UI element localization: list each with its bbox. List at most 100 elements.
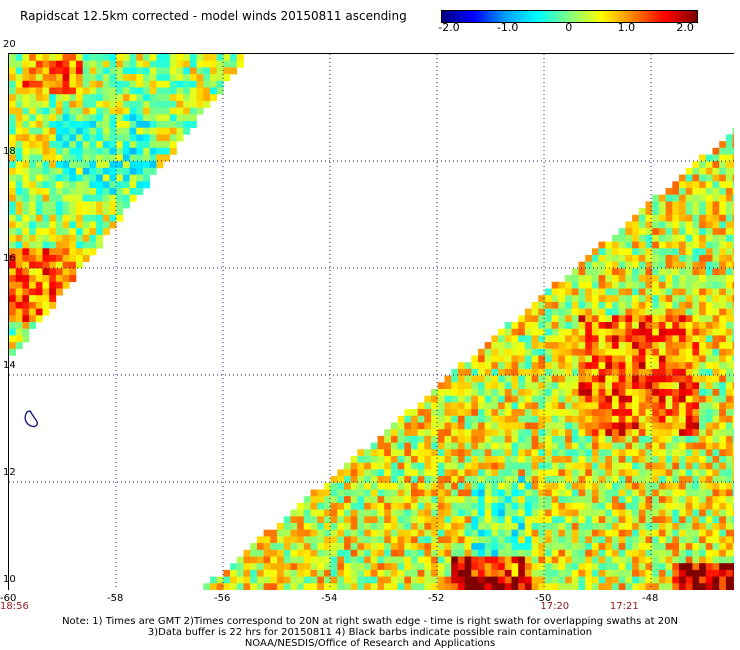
swath-cell	[638, 288, 646, 296]
swath-cell	[478, 429, 485, 437]
swath-cell	[652, 261, 660, 269]
swath-cell	[679, 482, 686, 490]
swath-cell	[397, 523, 405, 530]
swath-cell	[612, 489, 619, 497]
swath-cell	[29, 174, 37, 182]
swath-cell	[203, 60, 211, 68]
swath-cell	[404, 489, 412, 497]
swath-cell	[558, 415, 566, 423]
swath-cell	[719, 174, 727, 182]
swath-cell	[645, 409, 653, 417]
swath-cell	[384, 556, 392, 564]
swath-cell	[625, 402, 633, 410]
swath-cell	[692, 556, 700, 564]
swath-cell	[685, 368, 693, 376]
swath-cell	[692, 208, 700, 216]
swath-cell	[645, 523, 653, 530]
swath-cell	[136, 60, 144, 68]
swath-cell	[116, 100, 124, 108]
swath-cell	[22, 141, 30, 149]
swath-cell	[384, 569, 392, 577]
swath-cell	[699, 221, 707, 229]
note-line-3: NOAA/NESDIS/Office of Research and Appli…	[244, 638, 496, 649]
swath-cell	[638, 295, 646, 303]
swath-cell	[62, 87, 70, 95]
swath-cell	[598, 389, 606, 396]
swath-cell	[102, 174, 110, 182]
swath-cell	[571, 368, 579, 376]
swath-cell	[109, 107, 117, 115]
swath-cell	[531, 342, 539, 350]
swath-cell	[692, 529, 700, 537]
swath-cell	[591, 308, 599, 316]
swath-cell	[685, 248, 693, 256]
swath-cell	[62, 214, 70, 222]
swath-cell	[203, 100, 211, 108]
swath-cell	[551, 449, 559, 457]
swath-cell	[484, 489, 492, 497]
swath-cell	[96, 121, 104, 128]
swath-cell	[632, 569, 640, 577]
swath-cell	[665, 201, 673, 209]
swath-cell	[411, 462, 418, 470]
swath-cell	[685, 516, 693, 524]
swath-cell	[625, 389, 633, 396]
swath-cell	[645, 234, 653, 242]
swath-cell	[149, 54, 157, 61]
swath-cell	[444, 449, 452, 457]
swath-cell	[397, 449, 405, 457]
swath-cell	[478, 456, 485, 463]
swath-cell	[310, 509, 318, 517]
swath-cell	[149, 94, 157, 102]
swath-cell	[679, 422, 686, 430]
swath-cell	[478, 389, 485, 396]
swath-cell	[76, 241, 83, 249]
swath-cell	[665, 502, 673, 510]
swath-cell	[417, 583, 425, 590]
swath-cell	[625, 543, 633, 551]
swath-cell	[732, 335, 734, 343]
swath-cell	[612, 569, 619, 577]
swath-cell	[457, 482, 465, 490]
swath-cell	[725, 482, 733, 490]
swath-cell	[370, 543, 378, 551]
swath-cell	[49, 228, 57, 236]
swath-cell	[732, 449, 734, 457]
swath-cell	[15, 167, 23, 175]
swath-cell	[612, 301, 619, 309]
swath-cell	[42, 74, 50, 82]
swath-cell	[511, 536, 519, 544]
swath-cell	[511, 435, 519, 443]
swath-cell	[169, 60, 177, 68]
swath-cell	[76, 214, 83, 222]
swath-cell	[578, 382, 586, 390]
swath-cell	[538, 295, 546, 303]
swath-cell	[712, 328, 720, 336]
swath-cell	[431, 569, 439, 577]
swath-cell	[96, 87, 104, 95]
swath-cell	[424, 395, 432, 403]
swath-cell	[565, 549, 573, 557]
swath-cell	[638, 422, 646, 430]
swath-cell	[444, 462, 452, 470]
swath-cell	[692, 328, 700, 336]
swath-cell	[498, 576, 506, 584]
swath-cell	[35, 194, 43, 202]
swath-cell	[42, 94, 50, 102]
swath-cell	[658, 482, 666, 490]
swath-cell	[685, 382, 693, 390]
swath-cell	[35, 288, 43, 296]
swath-cell	[612, 543, 619, 551]
swath-cell	[129, 194, 137, 202]
swath-cell	[116, 154, 124, 162]
swath-cell	[732, 549, 734, 557]
swath-cell	[15, 94, 23, 102]
swath-cell	[116, 127, 124, 135]
swath-cell	[652, 248, 660, 256]
swath-cell	[625, 234, 633, 242]
swath-cell	[377, 543, 385, 551]
swath-cell	[591, 415, 599, 423]
swath-cell	[183, 67, 191, 75]
swath-cell	[725, 422, 733, 430]
swath-cell	[504, 375, 512, 383]
